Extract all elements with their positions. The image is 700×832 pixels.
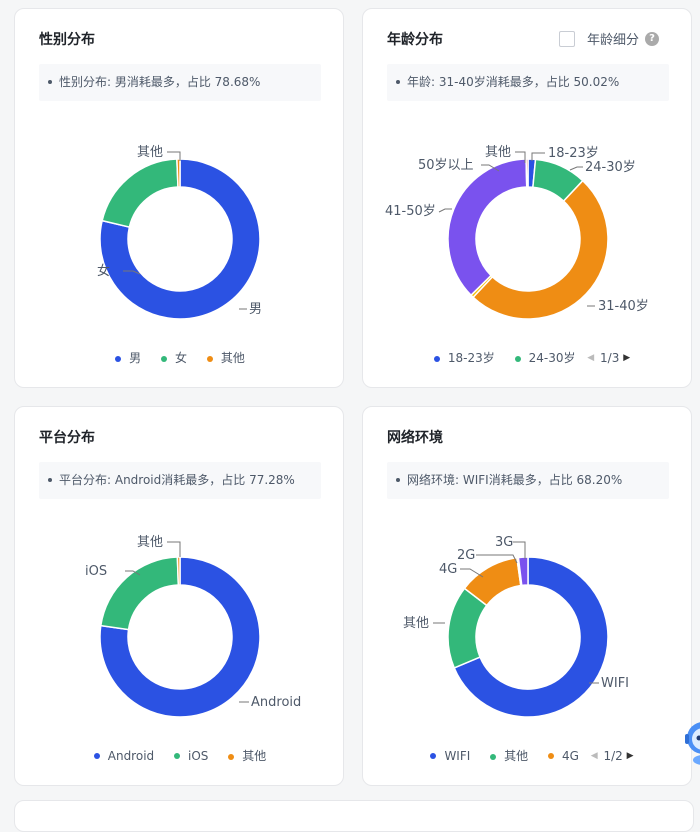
- legend-dot: [228, 754, 234, 760]
- platform-card: 平台分布 平台分布: Android消耗最多，占比 77.28% Android…: [14, 406, 344, 786]
- callout-line-41-50: [439, 209, 452, 212]
- network-card-title: 网络环境: [387, 427, 443, 447]
- legend-item-24-30[interactable]: 24-30岁: [515, 349, 576, 366]
- legend-item-ios[interactable]: iOS: [174, 749, 208, 763]
- legend-page-indicator: 1/2: [603, 749, 622, 763]
- legend-next-icon[interactable]: ▶: [627, 751, 634, 761]
- legend-item-male[interactable]: 男: [115, 349, 141, 366]
- callout-line-24-30: [570, 167, 583, 170]
- bullet-icon: [396, 80, 400, 84]
- legend-item-4g[interactable]: 4G: [548, 749, 579, 763]
- label-4g: 4G: [439, 562, 457, 577]
- donut-slice-ios[interactable]: [101, 557, 178, 630]
- network-card: 网络环境 网络环境: WIFI消耗最多，占比 68.20% WIFI 其他 4G…: [362, 406, 692, 786]
- donut-slice-31-40岁[interactable]: [473, 181, 608, 319]
- label-wifi: WIFI: [601, 676, 629, 691]
- label-2g: 2G: [457, 548, 475, 563]
- gender-summary: 性别分布: 男消耗最多，占比 78.68%: [39, 64, 321, 101]
- age-summary-text: 年龄: 31-40岁消耗最多，占比 50.02%: [407, 75, 619, 89]
- legend-prev-icon[interactable]: ◀: [591, 751, 598, 761]
- label-other: 其他: [137, 535, 163, 550]
- callout-line-other: [167, 542, 180, 557]
- gender-card: 性别分布 性别分布: 男消耗最多，占比 78.68% 男 女 其他 男 女 其他: [14, 8, 344, 388]
- gender-summary-text: 性别分布: 男消耗最多，占比 78.68%: [59, 75, 260, 89]
- legend-dot: [161, 356, 167, 362]
- label-31-40: 31-40岁: [598, 299, 649, 314]
- legend-dot: [430, 753, 436, 759]
- legend-dot: [515, 356, 521, 362]
- donut-slice-女[interactable]: [102, 159, 178, 227]
- gender-card-title: 性别分布: [39, 29, 95, 49]
- label-18-23: 18-23岁: [548, 146, 599, 161]
- legend-item-other[interactable]: 其他: [490, 747, 528, 764]
- age-detail-checkbox[interactable]: [559, 31, 575, 47]
- label-41-50: 41-50岁: [385, 204, 436, 219]
- next-card-partial: [14, 800, 694, 832]
- network-summary: 网络环境: WIFI消耗最多，占比 68.20%: [387, 462, 669, 499]
- network-summary-text: 网络环境: WIFI消耗最多，占比 68.20%: [407, 473, 622, 487]
- platform-summary: 平台分布: Android消耗最多，占比 77.28%: [39, 462, 321, 499]
- bullet-icon: [48, 80, 52, 84]
- age-detail-label: 年龄细分: [587, 29, 639, 48]
- platform-donut-chart: Android iOS 其他: [15, 507, 345, 727]
- age-summary: 年龄: 31-40岁消耗最多，占比 50.02%: [387, 64, 669, 101]
- gender-donut-chart: 男 女 其他: [15, 109, 345, 329]
- help-icon[interactable]: ?: [645, 32, 659, 46]
- legend-item-other[interactable]: 其他: [207, 349, 245, 366]
- legend-page-indicator: 1/3: [600, 351, 619, 365]
- donut-slice-50岁以上[interactable]: [448, 159, 527, 295]
- platform-legend: Android iOS 其他: [15, 747, 345, 764]
- legend-prev-icon[interactable]: ◀: [587, 353, 594, 363]
- label-other: 其他: [485, 145, 511, 160]
- label-ios: iOS: [85, 564, 107, 579]
- legend-item-18-23[interactable]: 18-23岁: [434, 349, 495, 366]
- legend-dot: [174, 753, 180, 759]
- legend-item-wifi[interactable]: WIFI: [430, 749, 470, 763]
- legend-dot: [115, 356, 121, 362]
- label-male: 男: [249, 302, 262, 317]
- platform-card-title: 平台分布: [39, 427, 95, 447]
- label-24-30: 24-30岁: [585, 160, 636, 175]
- label-other: 其他: [137, 145, 163, 160]
- donut-slice-其他[interactable]: [177, 159, 180, 187]
- donut-slice-其他[interactable]: [526, 159, 528, 187]
- network-legend: WIFI 其他 4G ◀ 1/2 ▶: [363, 747, 693, 764]
- donut-slice-其他[interactable]: [177, 557, 180, 585]
- gender-legend: 男 女 其他: [15, 349, 345, 366]
- legend-dot: [434, 356, 440, 362]
- bullet-icon: [396, 478, 400, 482]
- assistant-robot-icon[interactable]: [683, 712, 700, 768]
- legend-dot: [207, 356, 213, 362]
- age-donut-chart: 18-23岁 24-30岁 31-40岁 41-50岁 50岁以上 其他: [363, 109, 693, 329]
- legend-dot: [490, 754, 496, 760]
- label-android: Android: [251, 695, 301, 710]
- legend-dot: [548, 753, 554, 759]
- network-donut-chart: WIFI 其他 4G 2G 3G: [363, 507, 693, 727]
- age-card-title: 年龄分布: [387, 29, 443, 49]
- legend-next-icon[interactable]: ▶: [623, 353, 630, 363]
- legend-item-other[interactable]: 其他: [228, 747, 266, 764]
- platform-summary-text: 平台分布: Android消耗最多，占比 77.28%: [59, 473, 295, 487]
- label-50plus: 50岁以上: [418, 158, 474, 173]
- age-legend: 18-23岁 24-30岁 ◀ 1/3 ▶: [363, 349, 693, 366]
- label-other: 其他: [403, 616, 429, 631]
- age-card: 年龄分布 年龄细分 ? 年龄: 31-40岁消耗最多，占比 50.02% 18-…: [362, 8, 692, 388]
- bullet-icon: [48, 478, 52, 482]
- age-detail-toggle[interactable]: 年龄细分 ?: [559, 29, 659, 48]
- label-3g: 3G: [495, 535, 513, 550]
- label-female: 女: [97, 263, 110, 279]
- legend-item-female[interactable]: 女: [161, 349, 187, 366]
- legend-dot: [94, 753, 100, 759]
- legend-item-android[interactable]: Android: [94, 749, 154, 763]
